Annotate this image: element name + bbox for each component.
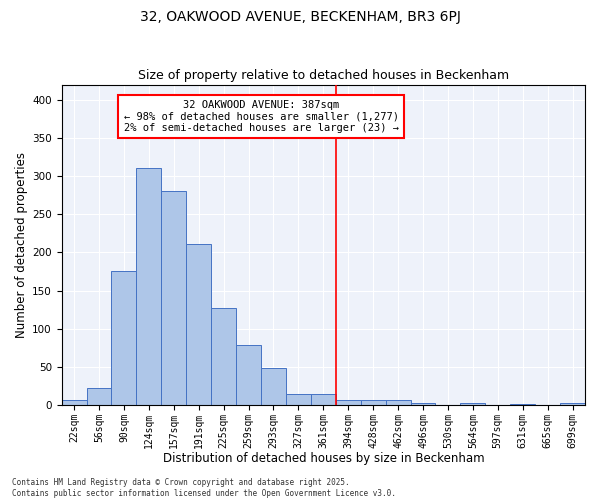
Bar (361, 400, 386, 405)
X-axis label: Distribution of detached houses by size in Beckenham: Distribution of detached houses by size … (163, 452, 484, 465)
Bar (236, 346, 261, 405)
Bar (560, 402, 585, 405)
Y-axis label: Number of detached properties: Number of detached properties (15, 152, 28, 338)
Bar (186, 244, 211, 405)
Bar (336, 400, 361, 405)
Bar (211, 308, 236, 405)
Bar (62, 400, 86, 405)
Bar (286, 394, 311, 405)
Bar (136, 168, 161, 405)
Text: 32, OAKWOOD AVENUE, BECKENHAM, BR3 6PJ: 32, OAKWOOD AVENUE, BECKENHAM, BR3 6PJ (140, 10, 460, 24)
Text: 32 OAKWOOD AVENUE: 387sqm
← 98% of detached houses are smaller (1,277)
2% of sem: 32 OAKWOOD AVENUE: 387sqm ← 98% of detac… (124, 100, 398, 133)
Bar (510, 404, 535, 405)
Bar (386, 400, 410, 405)
Bar (86, 388, 112, 405)
Bar (112, 272, 136, 405)
Bar (311, 394, 336, 405)
Bar (460, 404, 485, 405)
Title: Size of property relative to detached houses in Beckenham: Size of property relative to detached ho… (138, 69, 509, 82)
Bar (261, 368, 286, 405)
Bar (161, 190, 186, 405)
Text: Contains HM Land Registry data © Crown copyright and database right 2025.
Contai: Contains HM Land Registry data © Crown c… (12, 478, 396, 498)
Bar (410, 402, 436, 405)
